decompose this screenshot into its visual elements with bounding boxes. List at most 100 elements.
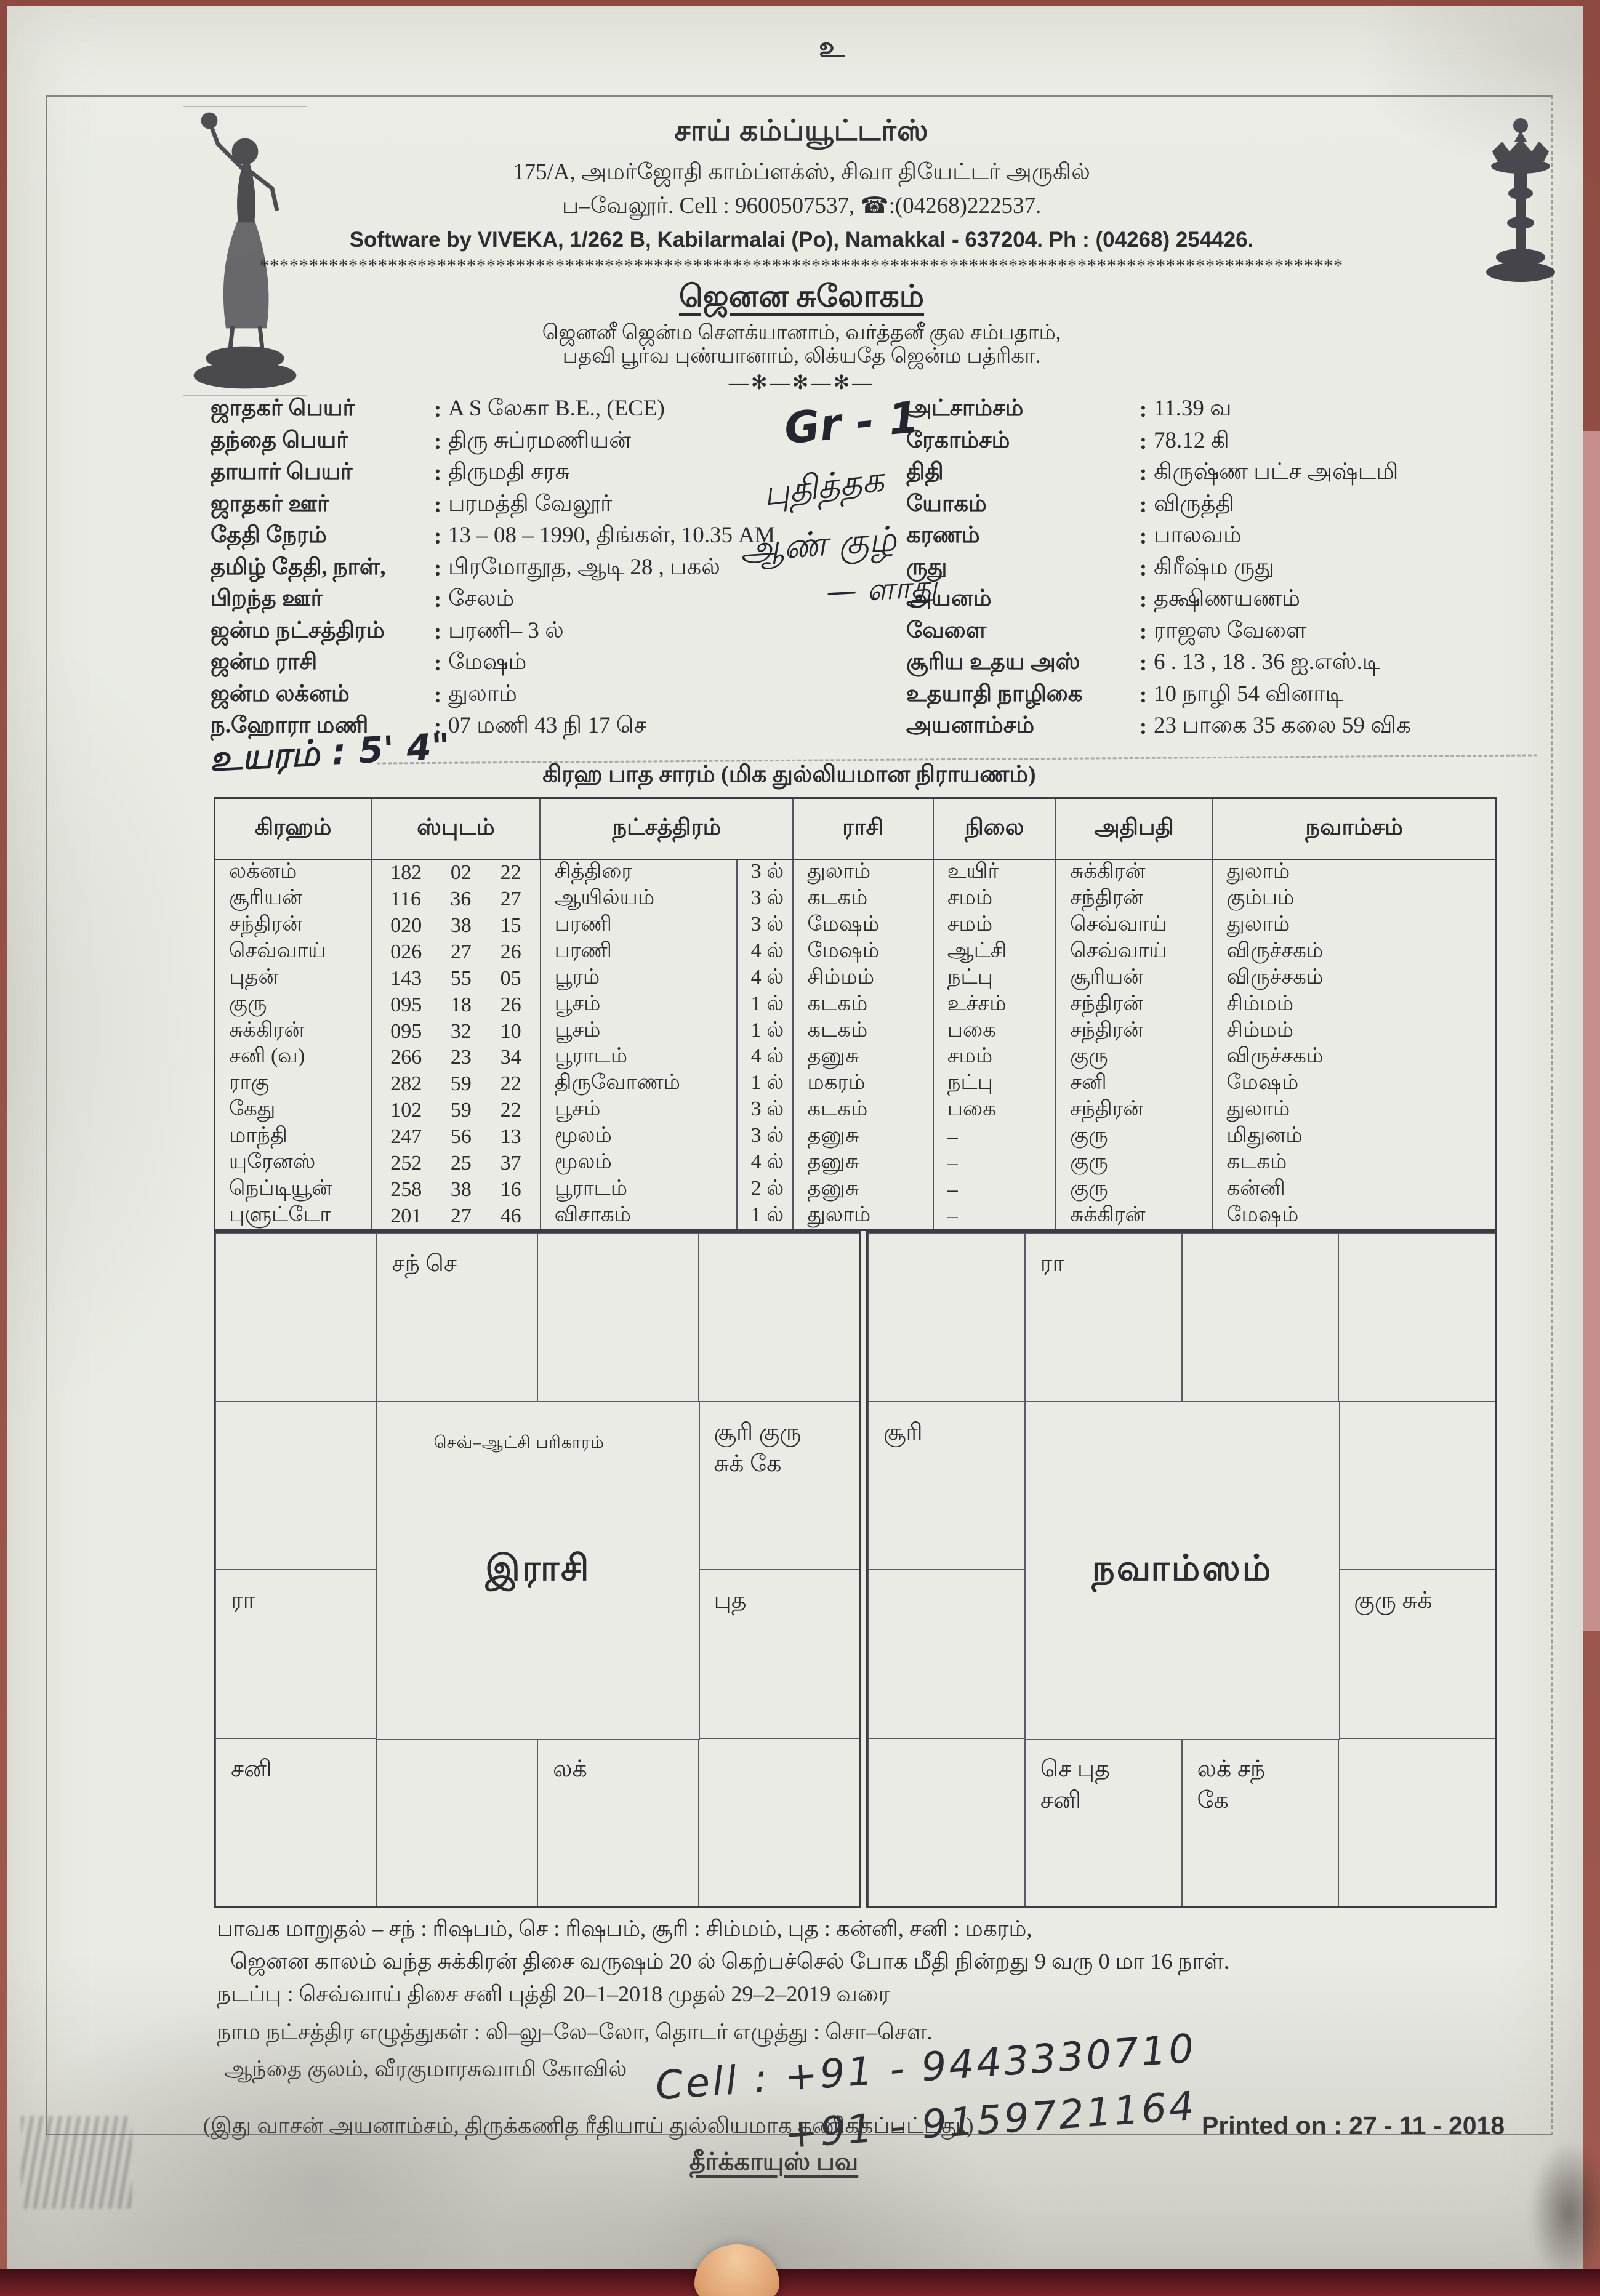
cell-navamsam: மிதுனம்	[1226, 1124, 1303, 1147]
chart-cell	[215, 1233, 377, 1402]
header-athipathi: அதிபதி	[1056, 799, 1213, 859]
shop-name: சாய் கம்ப்யூட்டர்ஸ்	[674, 115, 929, 147]
chart-cell	[868, 1570, 1025, 1738]
detail-value: சேலம்	[448, 586, 515, 612]
detail-row: தமிழ் தேதி, நாள்,: பிரமோதூத, ஆடி 28 , பகல…	[211, 553, 900, 585]
cell-athipathi: சந்திரன்	[1056, 1097, 1213, 1124]
rasi-chart-center: செவ்–ஆட்சி பரிகாரம் இராசி	[376, 1401, 700, 1740]
cell-athipathi: சந்திரன்	[1056, 1018, 1213, 1045]
detail-colon: :	[1139, 555, 1148, 581]
name-letters-line: நாம நட்சத்திர எழுத்துகள் : லி–லு–லே–லோ, …	[217, 2020, 933, 2044]
cell-athipathi: சுக்கிரன்	[1056, 1203, 1213, 1230]
sputam-sec: 34	[500, 1046, 521, 1069]
cell-nilai: சமம்	[934, 912, 1057, 939]
navamsa-chart-center: நவாம்ஸம்	[1024, 1401, 1340, 1740]
cell-sputam: 258 38 16	[372, 1176, 541, 1203]
stars-separator: ****************************************…	[260, 255, 1343, 276]
cell-navamsam: துலாம்	[1226, 1098, 1290, 1121]
cell-nilai: சமம்	[934, 1045, 1057, 1071]
cell-rasi: கடகம்	[794, 1018, 934, 1045]
chart-cell: சனி	[215, 1738, 377, 1906]
cell-rasi: சிம்மம்	[794, 965, 934, 992]
detail-colon: :	[433, 555, 442, 581]
sputam-deg: 102	[390, 1099, 422, 1122]
sputam-sec: 22	[500, 1099, 521, 1122]
cell-nilai: உச்சம்	[934, 992, 1057, 1019]
detail-row: பிறந்த ஊர்: சேலம்	[211, 584, 900, 616]
detail-row: அயனாம்சம்:23 பாகை 35 கலை 59 விக	[906, 711, 1559, 743]
sputam-min: 02	[450, 861, 472, 885]
table-header-row: கிரஹம் ஸ்புடம் நட்சத்திரம் ராசி நிலை அதி…	[215, 799, 1495, 860]
sputam-min: 25	[450, 1151, 472, 1174]
table-row: யுரேனஸ் 252 25 37 மூலம் 4 ல் தனுசு – குரு கடகம்	[215, 1150, 1495, 1177]
detail-colon: :	[433, 651, 442, 676]
detail-colon: :	[1139, 682, 1148, 708]
table-row: ராகு 282 59 22 திருவோணம் 1 ல் மகரம் நட்பு சனி மேஷ…	[215, 1070, 1495, 1098]
sputam-deg: 143	[390, 966, 422, 990]
cell-athipathi: குரு	[1056, 1176, 1213, 1203]
detail-label: யோகம்	[906, 491, 987, 516]
detail-colon: :	[1139, 460, 1148, 486]
cell-natchathiram: மூலம்	[541, 1123, 738, 1150]
sputam-min: 56	[450, 1125, 472, 1149]
cell-rasi: துலாம்	[794, 860, 934, 886]
detail-label: ஜன்ம ராசி	[211, 649, 318, 675]
detail-row: திதி: கிருஷ்ண பட்ச அஷ்டமி	[906, 457, 1559, 489]
detail-row: அயனம்: தக்ஷிணயணம்	[906, 584, 1559, 616]
chart-cell: சந் செ	[376, 1233, 537, 1402]
cell-graham: கேது	[215, 1097, 372, 1124]
paper-sheet: உ	[7, 6, 1600, 2284]
graha-position-table: கிரஹம் ஸ்புடம் நட்சத்திரம் ராசி நிலை அதி…	[214, 797, 1497, 1231]
cell-padam: 3 ல்	[738, 912, 794, 939]
detail-value: கிருஷ்ண பட்ச அஷ்டமி	[1154, 459, 1399, 485]
detail-value: 13 – 08 – 1990, திங்கள், 10.35 AM	[448, 523, 775, 548]
deity-statue-icon	[193, 112, 297, 389]
cell-natchathiram: பூசம்	[541, 1097, 738, 1124]
cell-navamsam: கடகம்	[1226, 1150, 1287, 1173]
detail-colon: :	[433, 619, 442, 644]
detail-label: அயனாம்சம்	[906, 713, 1035, 739]
detail-row: ஜன்ம லக்னம்: துலாம்	[211, 680, 900, 712]
cell-navamsam: மேஷம்	[1226, 1071, 1299, 1094]
sputam-deg: 095	[390, 993, 422, 1016]
chart-cell: லக்	[537, 1738, 699, 1906]
detail-label: உதயாதி நாழிகை	[906, 681, 1083, 707]
cell-navamsam: விருச்சகம்	[1226, 939, 1324, 962]
cell-athipathi: சூரியன்	[1056, 965, 1213, 992]
table-surface-bottom	[0, 2269, 1600, 2296]
detail-row: ஜன்ம நட்சத்திரம்: பரணி– 3 ல்	[211, 616, 900, 648]
cell-nilai: பகை	[934, 1018, 1057, 1045]
cell-navamsam: சிம்மம்	[1226, 992, 1294, 1015]
cell-navamsam: மேஷம்	[1226, 1203, 1299, 1226]
detail-value: பரமத்தி வேலூர்	[448, 491, 613, 516]
table-row: சூரியன் 116 36 27 ஆயில்யம் 3 ல் கடகம் சமம் சந்தி…	[215, 886, 1495, 913]
bottom-left-print-fragment	[21, 2116, 132, 2209]
cell-padam: 3 ல்	[738, 886, 794, 913]
cell-natchathiram: பூராடம்	[541, 1045, 738, 1071]
chart-cell	[1338, 1401, 1495, 1570]
birth-details-left-column: ஜாதகர் பெயர்: A S லேகா B.E., (ECE) தந்தை ப…	[211, 394, 900, 743]
invocation-symbol: உ	[819, 31, 845, 63]
detail-colon: :	[1139, 524, 1148, 550]
chart-cell	[1338, 1738, 1495, 1906]
sputam-min: 18	[450, 993, 472, 1016]
detail-colon: :	[433, 714, 442, 740]
chart-cell: சூரி குரு சுக் கே	[698, 1401, 859, 1570]
sputam-min: 27	[450, 941, 472, 963]
detail-value: 11.39 வ	[1154, 396, 1232, 422]
detail-colon: :	[1139, 587, 1148, 613]
sputam-deg: 252	[390, 1151, 422, 1174]
sputam-deg: 026	[390, 941, 422, 963]
rasi-chart-title: இராசி	[485, 1547, 591, 1588]
detail-value: பிரமோதூத, ஆடி 28 , பகல்	[448, 554, 720, 580]
detail-value: 23 பாகை 35 கலை 59 விக	[1154, 713, 1411, 739]
cell-nilai: நட்பு	[934, 965, 1057, 992]
cell-natchathiram: பூராடம்	[541, 1176, 738, 1203]
detail-row: ருது: கிரீஷ்ம ருது	[906, 553, 1559, 585]
cell-sputam: 182 02 22	[372, 860, 541, 886]
header-nilai: நிலை	[934, 799, 1057, 859]
detail-row: வேளை: ராஜஸ வேளை	[906, 616, 1559, 648]
table-row: புளுட்டோ 201 27 46 விசாகம் 1 ல் துலாம் – சுக்கிர…	[215, 1203, 1495, 1230]
sputam-deg: 095	[390, 1019, 422, 1043]
cell-graham: புளுட்டோ	[215, 1203, 372, 1230]
